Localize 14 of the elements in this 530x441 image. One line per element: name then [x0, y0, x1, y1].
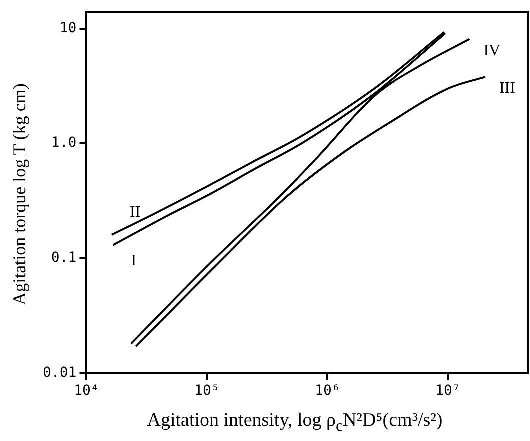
x-axis-title: Agitation intensity, log ρ$_{c}$N²D⁵(cm³/s²) [146, 410, 444, 436]
x-tick-label: 10⁶ [315, 383, 340, 400]
series-label: I [131, 252, 137, 270]
y-tick-label: 0.1 [51, 250, 77, 266]
series-label: IV [484, 42, 502, 60]
x-tick-label: 10⁴ [74, 383, 100, 400]
x-tick-label: 10⁷ [436, 383, 461, 400]
x-tick-label: 10⁵ [194, 383, 220, 400]
series-label: III [499, 80, 516, 98]
y-axis-title: Agitation torque log T (kg cm) [10, 82, 30, 308]
y-tick-label: 1.0 [51, 135, 77, 152]
series-label: II [130, 204, 141, 222]
y-tick-label: 0.01 [42, 364, 77, 381]
y-tick-label: 10 [60, 20, 77, 36]
